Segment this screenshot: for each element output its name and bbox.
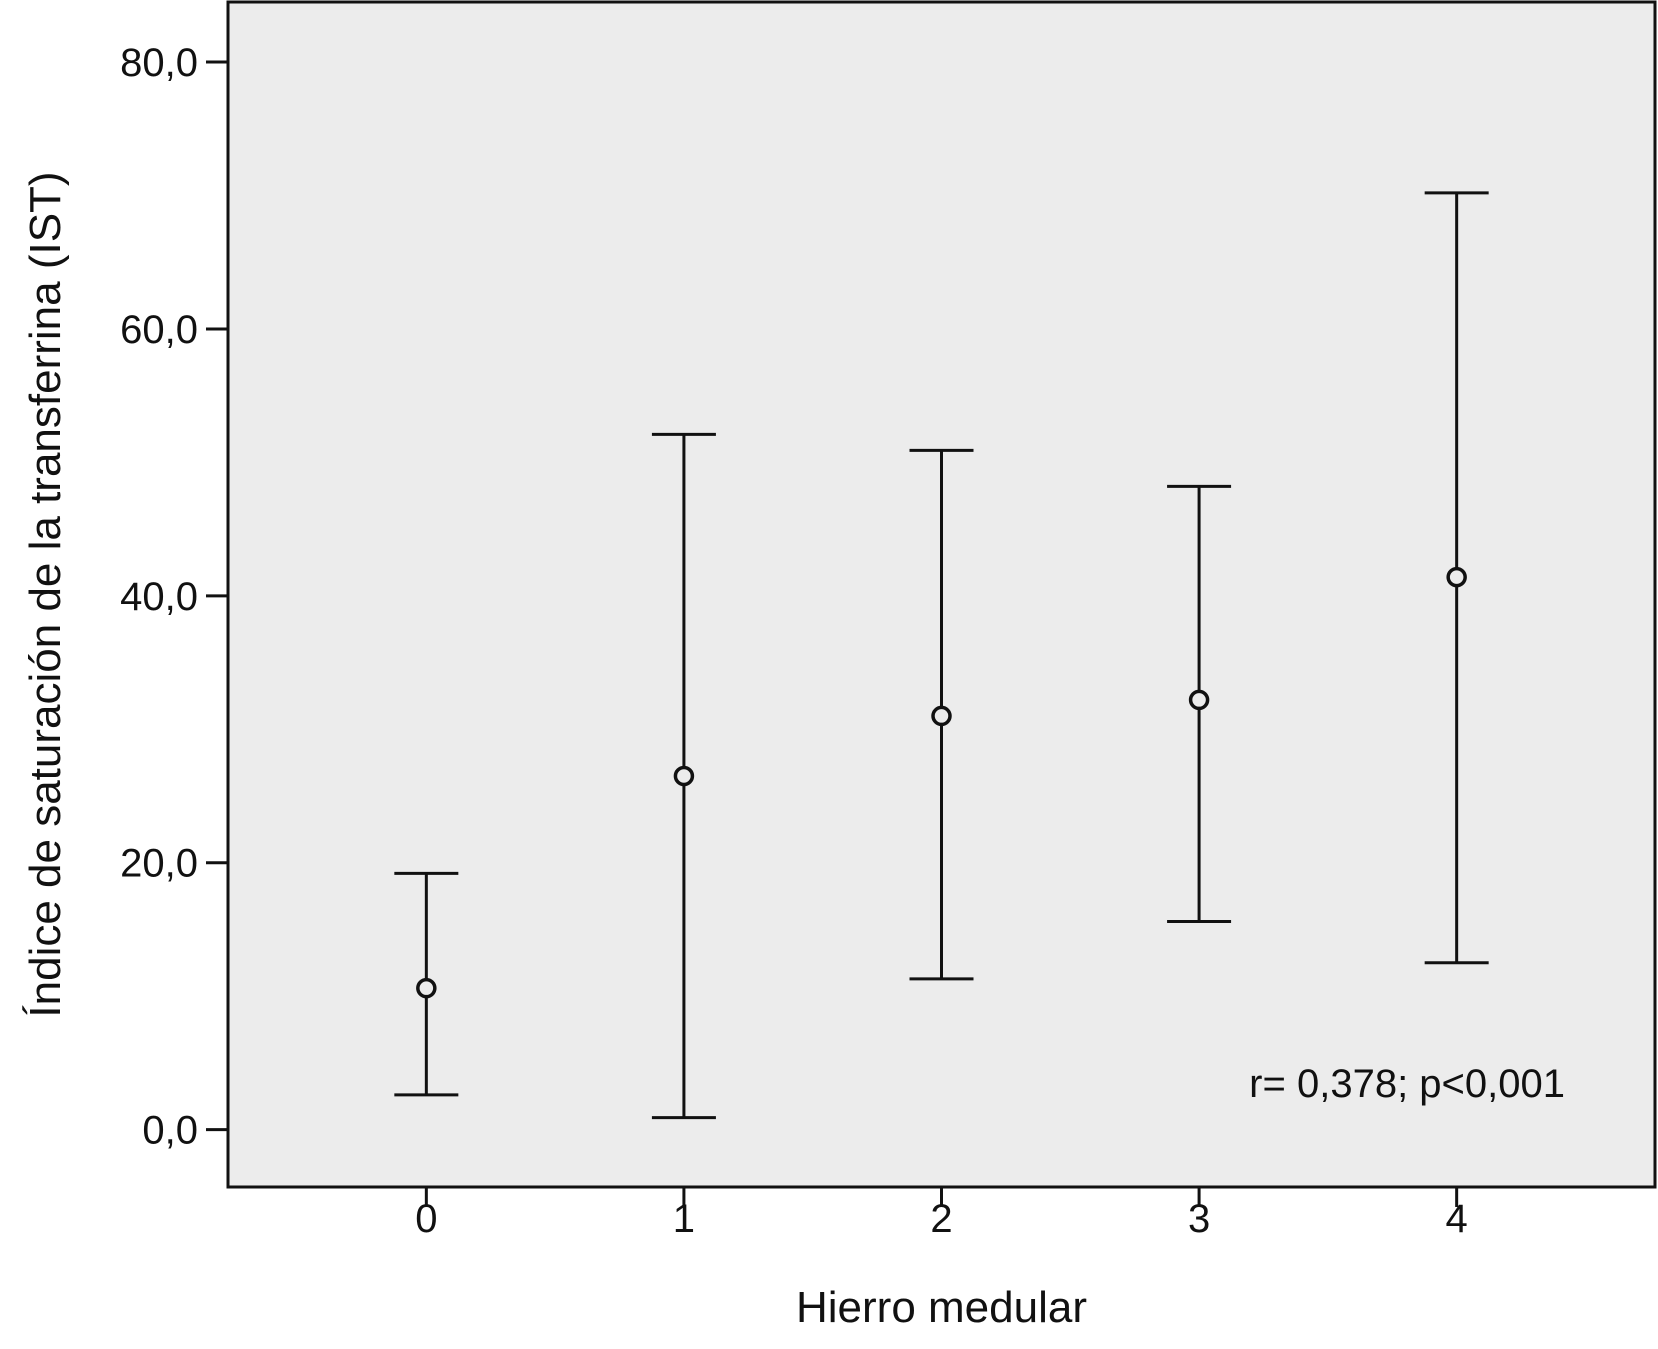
x-axis-title: Hierro medular <box>796 1283 1087 1332</box>
error-bars <box>394 191 1489 1120</box>
y-tick-label: 0,0 <box>142 1109 198 1153</box>
mean-point <box>931 705 952 727</box>
mean-point <box>416 977 437 999</box>
error-bar <box>909 448 974 981</box>
y-tick-label: 60,0 <box>120 308 198 352</box>
mean-point <box>673 765 695 787</box>
error-bar <box>1167 484 1232 923</box>
mean-point <box>1188 689 1210 711</box>
y-tick-label: 80,0 <box>120 41 198 85</box>
x-tick-label: 3 <box>1188 1197 1210 1241</box>
x-tick-label: 4 <box>1446 1197 1468 1241</box>
x-tick-label: 2 <box>930 1197 952 1241</box>
y-tick-label: 40,0 <box>120 575 198 619</box>
y-tick-label: 20,0 <box>120 842 198 886</box>
x-axis: 0 1 2 3 4 <box>415 1187 1468 1241</box>
mean-point <box>1446 566 1467 588</box>
x-tick-label: 1 <box>673 1197 695 1241</box>
y-axis-title: Índice de saturación de la transferrina … <box>21 171 70 1017</box>
stats-annotation: r= 0,378; p<0,001 <box>1249 1062 1565 1106</box>
error-bar <box>394 871 459 1097</box>
y-axis: 0,0 20,0 40,0 60,0 80,0 <box>120 41 228 1153</box>
x-tick-label: 0 <box>415 1197 437 1241</box>
error-bar <box>651 432 716 1120</box>
error-bar <box>1424 191 1489 965</box>
